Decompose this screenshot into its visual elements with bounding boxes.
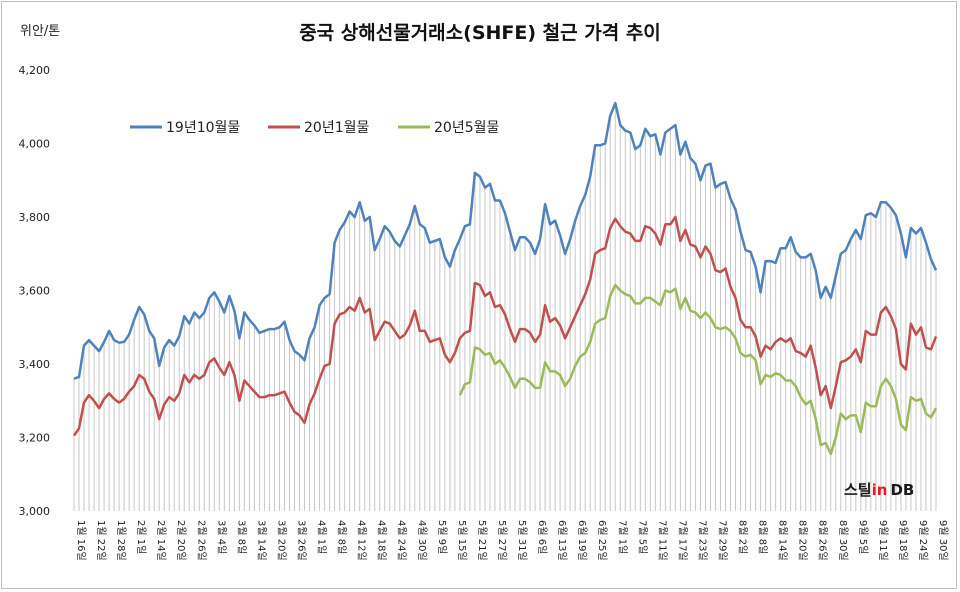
- legend-label: 20년5월물: [434, 120, 499, 136]
- x-tick-label: 8월 2일: [737, 520, 749, 554]
- y-tick-label: 4,000: [19, 138, 51, 151]
- x-tick-label: 4월 18일: [376, 520, 388, 561]
- x-tick-label: 1월 22일: [95, 520, 107, 561]
- x-tick-label: 7월 5일: [636, 520, 648, 554]
- x-tick-label: 2월 14일: [155, 520, 167, 561]
- steelindb-logo: 스틸in DB: [844, 479, 914, 500]
- series-lines: [72, 101, 938, 456]
- legend: 19년10월물 20년1월물 20년5월물: [130, 120, 499, 136]
- chart-title: 중국 상해선물거래소(SHFE) 철근 가격 추이: [299, 22, 661, 44]
- x-tick-label: 9월 5일: [857, 520, 869, 554]
- x-tick-label: 6월 19일: [576, 520, 588, 561]
- x-tick-label: 4월 24일: [396, 520, 408, 561]
- x-tick-label: 8월 26일: [817, 520, 829, 561]
- x-tick-label: 6월 6일: [536, 520, 548, 554]
- x-tick-label: 7월 11일: [656, 520, 668, 561]
- x-tick-label: 9월 11일: [877, 520, 889, 561]
- vertical-bar-grid: [73, 103, 937, 511]
- x-tick-label: 8월 20일: [797, 520, 809, 561]
- x-tick-label: 3월 8일: [235, 520, 247, 554]
- y-tick-label: 3,200: [19, 432, 51, 445]
- y-axis-unit-label: 위안/톤: [20, 24, 61, 39]
- x-axis-ticks: 1월 16일 1월 22일 1월 28일 2월 1일 2월 14일 2월 20일 2월 26…: [75, 520, 949, 561]
- y-tick-label: 3,600: [19, 285, 51, 298]
- x-tick-label: 7월 17일: [676, 520, 688, 561]
- legend-label: 19년10월물: [166, 120, 240, 136]
- x-tick-label: 2월 26일: [195, 520, 207, 561]
- series-line: [72, 215, 938, 437]
- x-tick-label: 3월 4일: [215, 520, 227, 554]
- x-tick-label: 2월 20일: [175, 520, 187, 561]
- logo-part-2: in: [871, 481, 888, 499]
- x-tick-label: 7월 29일: [716, 520, 728, 561]
- x-tick-label: 7월 23일: [696, 520, 708, 561]
- x-tick-label: 3월 20일: [275, 520, 287, 561]
- x-tick-label: 3월 26일: [296, 520, 308, 561]
- x-tick-label: 6월 13일: [556, 520, 568, 561]
- x-tick-label: 5월 15일: [456, 520, 468, 561]
- x-tick-label: 5월 27일: [496, 520, 508, 561]
- series-line: [73, 101, 938, 380]
- logo-part-3: DB: [890, 481, 915, 499]
- x-tick-label: 2월 1일: [135, 520, 147, 554]
- x-tick-label: 1월 28일: [115, 520, 127, 561]
- x-tick-label: 8월 8일: [757, 520, 769, 554]
- x-tick-label: 9월 18일: [897, 520, 909, 561]
- x-tick-label: 5월 9일: [436, 520, 448, 554]
- logo-part-1: 스틸: [844, 481, 872, 499]
- x-tick-label: 8월 14일: [777, 520, 789, 561]
- y-tick-label: 4,200: [19, 64, 51, 77]
- x-tick-label: 4월 8일: [336, 520, 348, 554]
- y-tick-label: 3,400: [19, 358, 51, 371]
- x-tick-label: 4월 12일: [356, 520, 368, 561]
- x-tick-label: 6월 25일: [596, 520, 608, 561]
- x-tick-label: 9월 24일: [917, 520, 929, 561]
- x-tick-label: 5월 21일: [476, 520, 488, 561]
- x-tick-label: 9월 30일: [937, 520, 949, 561]
- x-tick-label: 4월 30일: [416, 520, 428, 561]
- y-tick-label: 3,000: [19, 505, 51, 518]
- legend-label: 20년1월물: [304, 120, 369, 136]
- x-tick-label: 5월 31일: [516, 520, 528, 561]
- x-tick-label: 1월 16일: [75, 520, 87, 561]
- x-tick-label: 7월 1일: [616, 520, 628, 554]
- x-tick-label: 8월 30일: [837, 520, 849, 561]
- y-tick-label: 3,800: [19, 211, 51, 224]
- y-axis-ticks: 3,000 3,200 3,400 3,600 3,800 4,000 4,200: [19, 64, 51, 518]
- x-tick-label: 4월 1일: [316, 520, 328, 554]
- x-tick-label: 3월 14일: [255, 520, 267, 561]
- series-line: [458, 283, 938, 456]
